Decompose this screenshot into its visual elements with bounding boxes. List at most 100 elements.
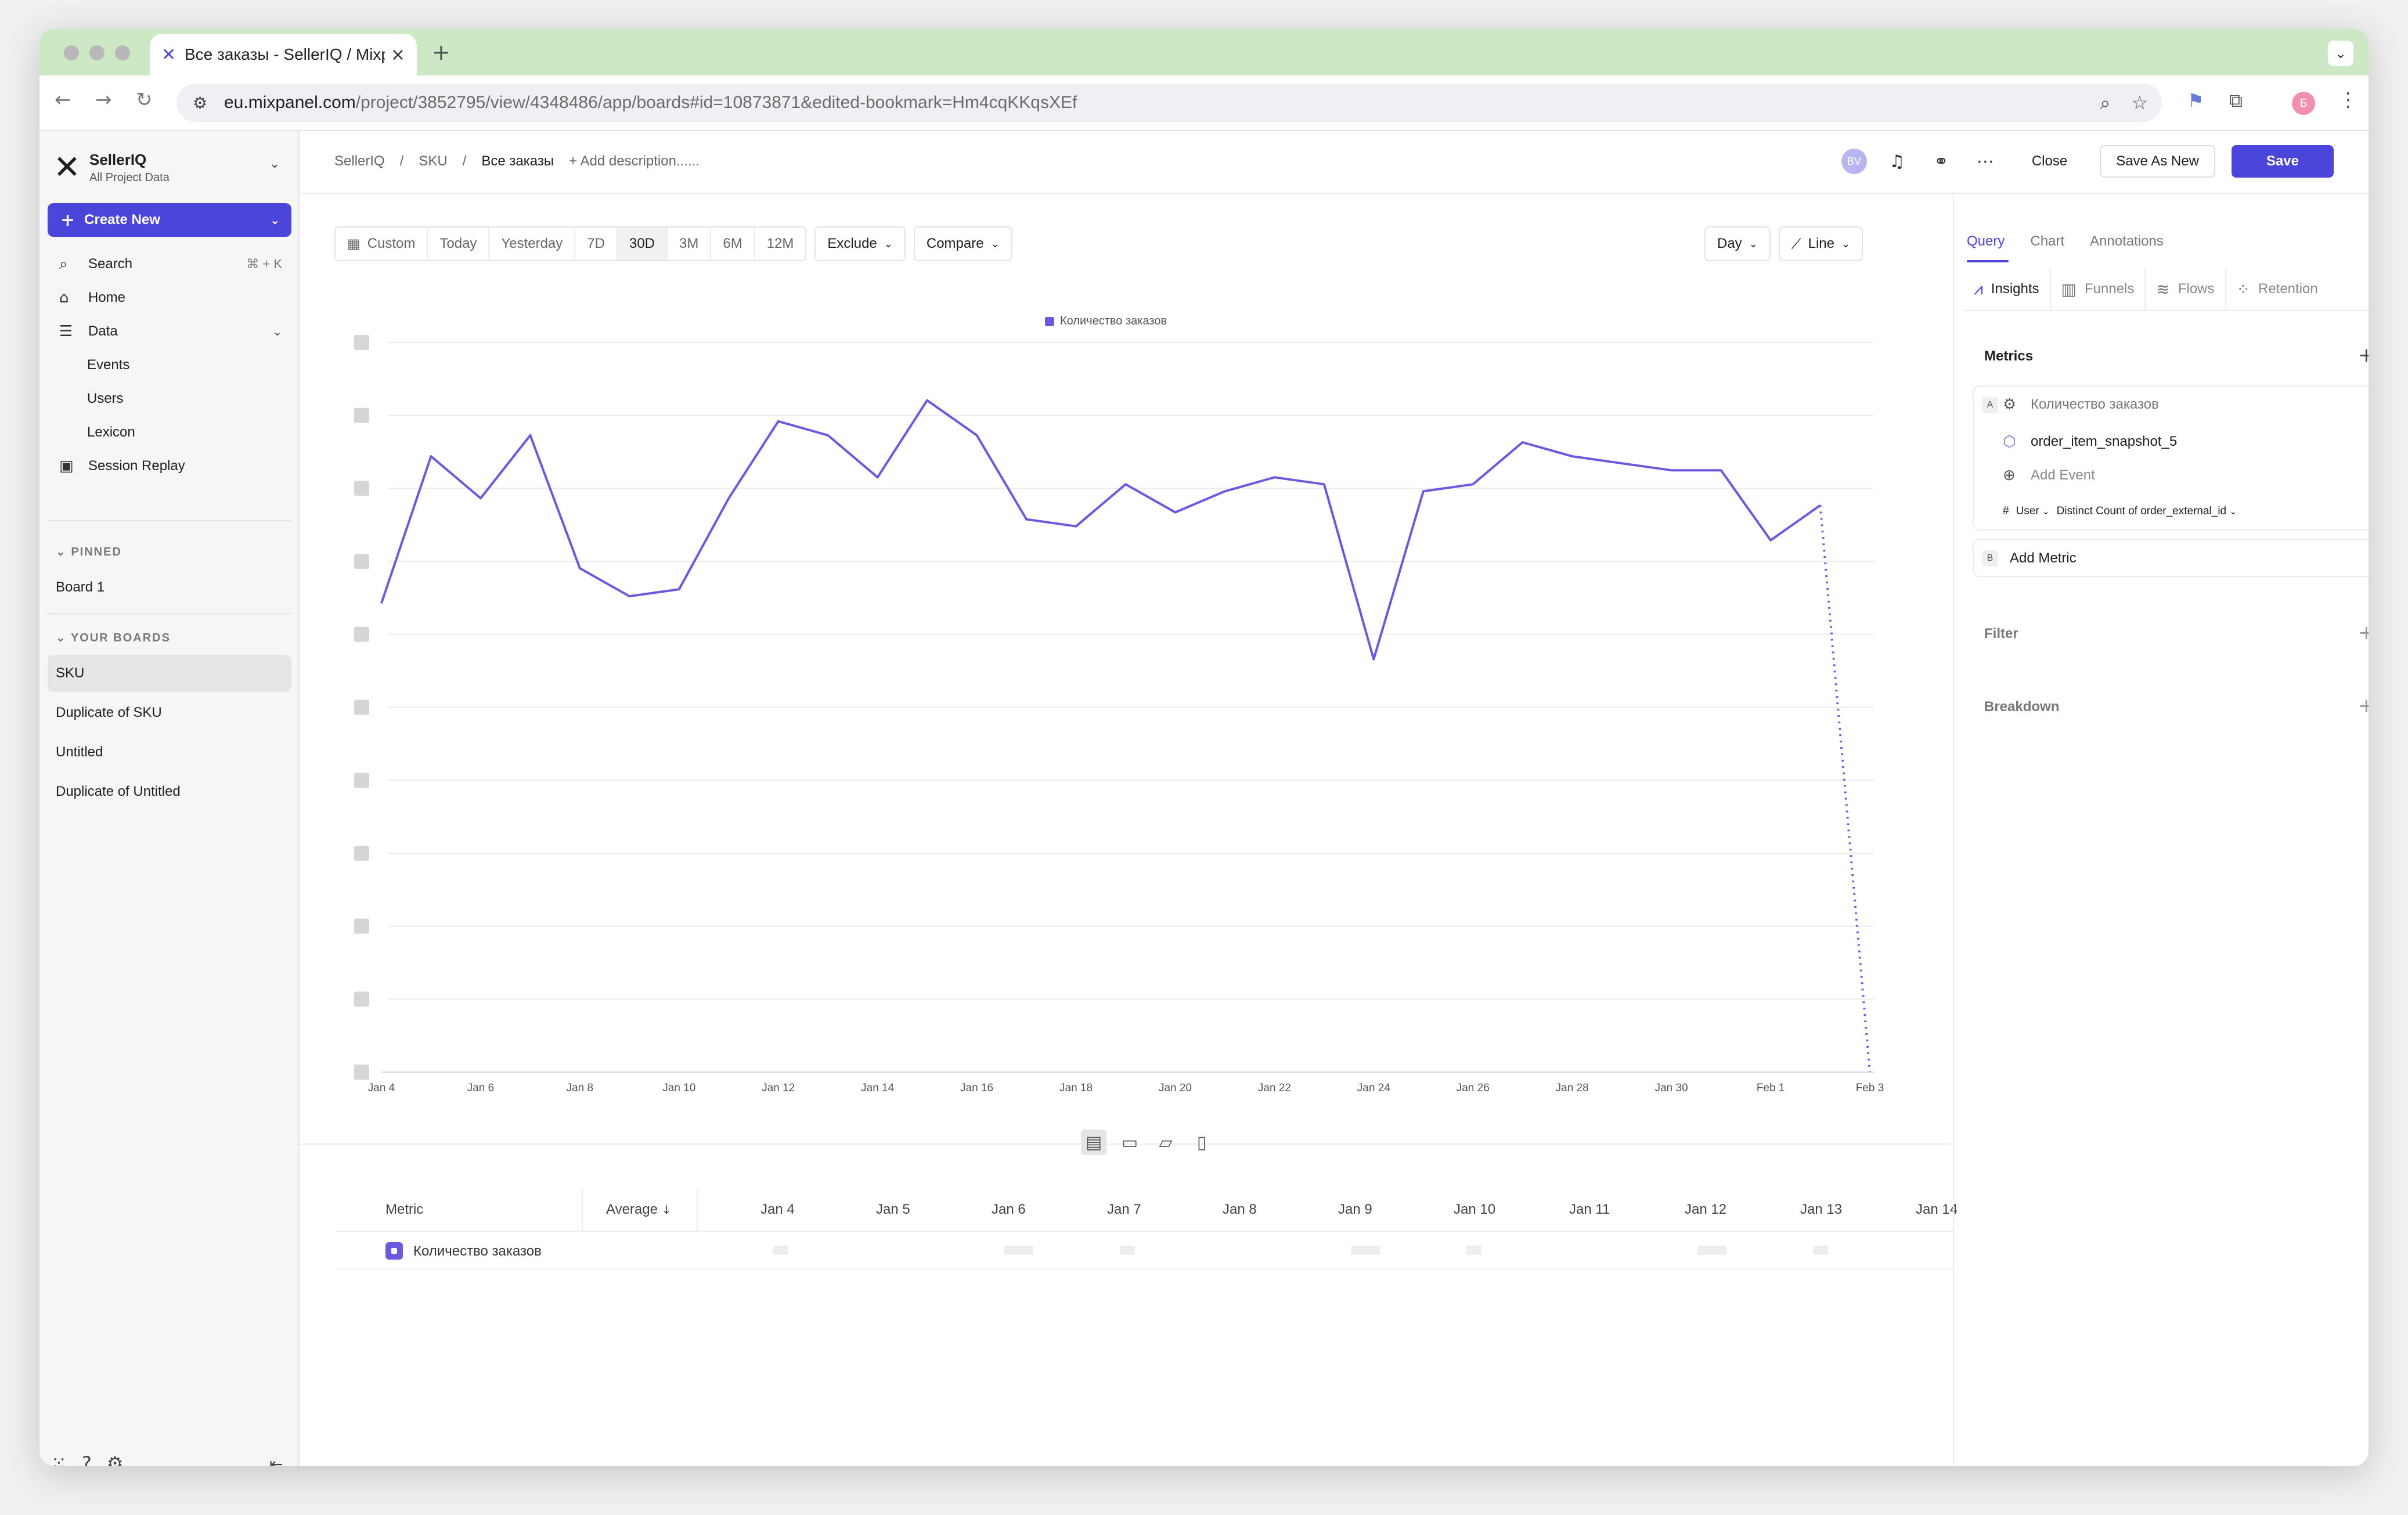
report-title[interactable]: Все заказы bbox=[481, 153, 554, 169]
range-12m[interactable]: 12M bbox=[766, 236, 794, 251]
date-column-header[interactable]: Jan 12 bbox=[1685, 1202, 1727, 1217]
tab-annotations[interactable]: Annotations bbox=[2090, 233, 2164, 249]
breakdown-header[interactable]: Breakdown bbox=[1984, 699, 2060, 715]
add-metric-button[interactable]: B Add Metric bbox=[1973, 539, 2369, 577]
mode-flows[interactable]: ≋ Flows bbox=[2146, 268, 2226, 310]
date-column-header[interactable]: Jan 7 bbox=[1107, 1202, 1141, 1217]
settings-gear-icon[interactable]: ⚙ bbox=[106, 1452, 124, 1466]
sidebar-item-users[interactable]: Users bbox=[39, 382, 300, 416]
range-today[interactable]: Today bbox=[428, 228, 490, 260]
close-button[interactable]: Close bbox=[2015, 145, 2084, 178]
add-filter-plus-icon[interactable]: + bbox=[2358, 621, 2369, 644]
chevron-down-icon[interactable]: ⌄ bbox=[269, 157, 280, 171]
entity-dropdown[interactable]: User ⌄ bbox=[2016, 505, 2050, 517]
date-column-header[interactable]: Jan 14 bbox=[1916, 1202, 1958, 1217]
range-yesterday[interactable]: Yesterday bbox=[489, 228, 576, 260]
add-breakdown-plus-icon[interactable]: + bbox=[2358, 694, 2369, 717]
board-item-sku[interactable]: SKU bbox=[48, 655, 291, 692]
range-3m[interactable]: 3M bbox=[668, 228, 712, 260]
more-options-icon[interactable]: ⋯ bbox=[1976, 151, 1994, 172]
date-column-header[interactable]: Jan 8 bbox=[1223, 1202, 1257, 1217]
back-icon[interactable]: ← bbox=[55, 88, 71, 111]
sidebar-item-search[interactable]: ⌕ Search ⌘ + K bbox=[39, 247, 300, 281]
sidebar-item-data[interactable]: ☰ Data ⌄ bbox=[39, 315, 300, 348]
mode-insights[interactable]: ⩘ Insights bbox=[1963, 268, 2051, 310]
series-checkbox[interactable] bbox=[385, 1242, 403, 1260]
metric-column-header[interactable]: Metric bbox=[385, 1202, 424, 1217]
comment-icon[interactable]: ▯ bbox=[1196, 1132, 1207, 1153]
date-column-header[interactable]: Jan 11 bbox=[1569, 1202, 1610, 1217]
forward-icon[interactable]: → bbox=[95, 88, 112, 111]
chart-only-icon[interactable]: ▭ bbox=[1121, 1132, 1138, 1153]
close-window-button[interactable] bbox=[64, 45, 79, 60]
link-icon[interactable]: ⚭ bbox=[1934, 151, 1949, 172]
filter-header[interactable]: Filter bbox=[1984, 626, 2018, 641]
table-only-icon[interactable]: ▱ bbox=[1159, 1132, 1173, 1153]
sidebar-item-session-replay[interactable]: ▣ Session Replay bbox=[39, 449, 300, 483]
tab-search-chevron-icon[interactable]: ⌄ bbox=[2328, 41, 2353, 66]
add-description-link[interactable]: + Add description...... bbox=[569, 153, 700, 169]
event-row[interactable]: ⬡ order_item_snapshot_5 bbox=[2003, 433, 2177, 450]
bookmark-star-icon[interactable]: ☆ bbox=[2131, 92, 2148, 114]
collaborator-avatar[interactable]: BV bbox=[1841, 149, 1867, 174]
pinned-board-item[interactable]: Board 1 bbox=[48, 569, 291, 606]
date-column-header[interactable]: Jan 5 bbox=[876, 1202, 910, 1217]
your-boards-header[interactable]: ⌄ YOUR BOARDS bbox=[56, 632, 171, 644]
pinned-header[interactable]: ⌄ PINNED bbox=[56, 546, 122, 558]
compare-dropdown[interactable]: Compare ⌄ bbox=[913, 226, 1012, 261]
sidebar-item-home[interactable]: ⌂ Home bbox=[39, 281, 300, 315]
granularity-dropdown[interactable]: Day ⌄ bbox=[1704, 226, 1771, 261]
date-column-header[interactable]: Jan 9 bbox=[1338, 1202, 1372, 1217]
date-column-header[interactable]: Jan 6 bbox=[992, 1202, 1026, 1217]
board-item-duplicate-sku[interactable]: Duplicate of SKU bbox=[48, 694, 291, 731]
split-view-icon[interactable]: ▤ bbox=[1081, 1130, 1106, 1155]
date-column-header[interactable]: Jan 10 bbox=[1454, 1202, 1496, 1217]
profile-avatar[interactable]: Б bbox=[2292, 92, 2315, 115]
chart-type-dropdown[interactable]: ⟋ Line ⌄ bbox=[1778, 226, 1863, 261]
range-6m[interactable]: 6M bbox=[711, 228, 755, 260]
range-30d[interactable]: 30D bbox=[617, 228, 668, 260]
mode-retention[interactable]: ⁘ Retention bbox=[2236, 279, 2318, 299]
date-column-header[interactable]: Jan 4 bbox=[760, 1202, 795, 1217]
board-item-duplicate-untitled[interactable]: Duplicate of Untitled bbox=[48, 773, 291, 810]
help-icon[interactable]: ? bbox=[81, 1452, 92, 1466]
aggregation-dropdown[interactable]: Distinct Count of order_external_id ⌄ bbox=[2056, 505, 2237, 517]
breadcrumb-project[interactable]: SellerIQ bbox=[334, 153, 385, 169]
apps-grid-icon[interactable]: ⁙ bbox=[51, 1452, 67, 1466]
address-bar[interactable]: ⚙ eu.mixpanel.com/project/3852795/view/4… bbox=[176, 84, 2162, 122]
board-item-untitled[interactable]: Untitled bbox=[48, 734, 291, 771]
mode-funnels[interactable]: ▥ Funnels bbox=[2051, 268, 2146, 310]
exclude-dropdown[interactable]: Exclude ⌄ bbox=[814, 226, 906, 261]
browser-tab[interactable]: ✕ Все заказы - SellerIQ / Mixpa × bbox=[150, 34, 417, 75]
extensions-puzzle-icon[interactable]: ⧉ bbox=[2229, 89, 2243, 111]
bell-icon[interactable]: ♫ bbox=[1889, 151, 1905, 172]
site-settings-icon[interactable]: ⚙ bbox=[193, 93, 208, 113]
breadcrumb-board[interactable]: SKU bbox=[419, 153, 448, 169]
close-tab-icon[interactable]: × bbox=[390, 44, 405, 65]
date-column-header[interactable]: Jan 13 bbox=[1800, 1202, 1843, 1217]
collapse-sidebar-icon[interactable]: ⇤ bbox=[269, 1455, 283, 1466]
sidebar-item-events[interactable]: Events bbox=[39, 348, 300, 382]
save-button[interactable]: Save bbox=[2231, 145, 2334, 178]
reload-icon[interactable]: ↻ bbox=[136, 88, 153, 111]
org-switcher[interactable]: ✕ SellerIQ All Project Data bbox=[53, 149, 170, 186]
average-column-header[interactable]: Average ↓ bbox=[606, 1202, 672, 1217]
save-as-new-button[interactable]: Save As New bbox=[2100, 145, 2215, 178]
range-7d[interactable]: 7D bbox=[575, 228, 618, 260]
metric-name-row[interactable]: ⚙ Количество заказов bbox=[2003, 396, 2159, 413]
range-custom[interactable]: ▦ Custom bbox=[336, 228, 428, 260]
add-metric-plus-icon[interactable]: + bbox=[2358, 344, 2369, 367]
tab-chart[interactable]: Chart bbox=[2030, 233, 2065, 249]
new-tab-icon[interactable]: + bbox=[432, 39, 450, 65]
zoom-icon[interactable]: ⌕ bbox=[2100, 92, 2111, 114]
chart-legend[interactable]: Количество заказов bbox=[1045, 315, 1167, 328]
tab-query[interactable]: Query bbox=[1967, 233, 2005, 249]
translate-extension-icon[interactable]: ⚑ bbox=[2187, 89, 2204, 111]
create-new-button[interactable]: + Create New ⌄ bbox=[48, 203, 291, 237]
minimize-window-button[interactable] bbox=[89, 45, 104, 60]
y-tick-label-redacted bbox=[354, 918, 369, 934]
browser-menu-icon[interactable]: ⋮ bbox=[2338, 88, 2358, 111]
zoom-window-button[interactable] bbox=[115, 45, 130, 60]
sidebar-item-lexicon[interactable]: Lexicon bbox=[39, 416, 300, 449]
add-event-row[interactable]: ⊕ Add Event bbox=[2003, 467, 2095, 484]
